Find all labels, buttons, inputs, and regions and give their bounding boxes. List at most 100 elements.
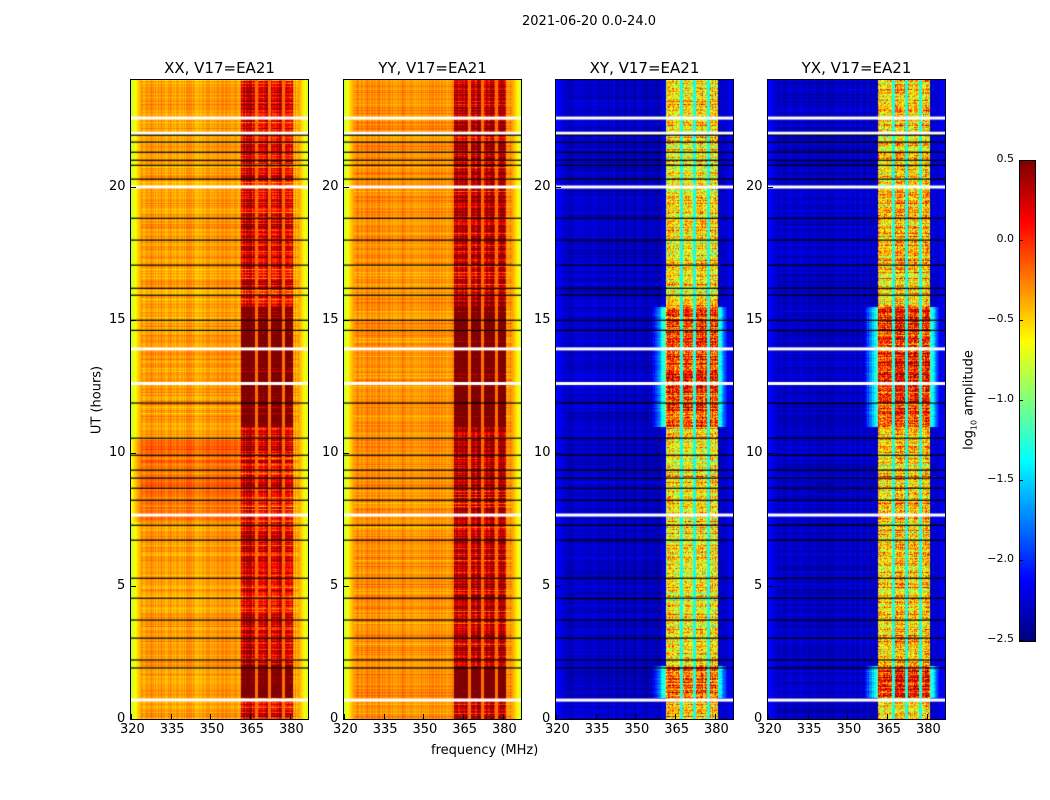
panel-title: YX, V17=EA21 bbox=[801, 59, 912, 77]
heatmap-0 bbox=[130, 79, 309, 720]
y-tick-label: 15 bbox=[534, 311, 551, 327]
x-axis-label: frequency (MHz) bbox=[431, 743, 539, 758]
x-tick-label: 380 bbox=[278, 722, 304, 737]
x-tick bbox=[807, 714, 809, 719]
x-tick bbox=[714, 714, 716, 719]
y-tick bbox=[131, 186, 136, 188]
figure-title: 2021-06-20 0.0-24.0 bbox=[522, 14, 656, 29]
x-tick-label: 365 bbox=[876, 722, 902, 737]
y-tick-label: 0 bbox=[330, 711, 339, 726]
y-tick-label: 0 bbox=[542, 711, 551, 726]
x-tick-label: 350 bbox=[624, 722, 650, 737]
x-tick-label: 320 bbox=[757, 722, 782, 737]
x-tick bbox=[556, 714, 557, 719]
colorbar-tick bbox=[1019, 320, 1023, 321]
x-tick-label: 320 bbox=[545, 722, 570, 737]
y-tick-label: 20 bbox=[322, 178, 339, 194]
x-tick bbox=[768, 714, 769, 719]
colorbar-label-sub: 10 bbox=[969, 419, 979, 431]
y-tick bbox=[768, 585, 773, 587]
y-tick-label: 15 bbox=[322, 311, 339, 327]
heatmap-3 bbox=[767, 79, 946, 720]
y-tick-label: 5 bbox=[542, 577, 551, 593]
x-tick bbox=[926, 714, 928, 719]
colorbar-tick-label: 0.0 bbox=[996, 232, 1015, 245]
x-tick-label: 365 bbox=[664, 722, 690, 737]
x-tick-label: 335 bbox=[372, 722, 398, 737]
y-tick bbox=[556, 452, 561, 454]
x-tick bbox=[595, 714, 597, 719]
x-tick-label: 335 bbox=[584, 722, 610, 737]
y-tick-label: 10 bbox=[746, 444, 763, 460]
y-tick bbox=[344, 585, 349, 587]
colorbar-tick bbox=[1019, 640, 1023, 641]
x-tick bbox=[170, 714, 172, 719]
y-tick bbox=[344, 319, 349, 321]
x-tick-label: 320 bbox=[120, 722, 145, 737]
x-tick bbox=[502, 714, 504, 719]
panel-title: XY, V17=EA21 bbox=[589, 59, 700, 77]
y-tick bbox=[556, 319, 561, 321]
x-tick-label: 380 bbox=[915, 722, 941, 737]
colorbar-tick-label: −0.5 bbox=[987, 312, 1014, 325]
x-tick bbox=[423, 714, 425, 719]
y-tick-label: 10 bbox=[534, 444, 551, 460]
x-tick bbox=[675, 714, 677, 719]
y-tick bbox=[768, 319, 773, 321]
colorbar-tick bbox=[1019, 400, 1023, 401]
colorbar-label-main: log bbox=[961, 430, 977, 450]
y-tick bbox=[131, 452, 136, 454]
x-tick-label: 380 bbox=[703, 722, 729, 737]
heatmap-1 bbox=[343, 79, 522, 720]
y-tick bbox=[131, 719, 136, 720]
x-tick-label: 350 bbox=[199, 722, 225, 737]
x-tick bbox=[131, 714, 132, 719]
colorbar-tick-label: −1.0 bbox=[987, 392, 1014, 405]
colorbar-tick-label: 0.5 bbox=[996, 152, 1015, 165]
y-tick-label: 0 bbox=[117, 711, 126, 726]
y-tick-label: 0 bbox=[754, 711, 763, 726]
x-tick bbox=[210, 714, 212, 719]
colorbar-label-rest: amplitude bbox=[961, 350, 977, 420]
y-tick-label: 20 bbox=[534, 178, 551, 194]
y-tick bbox=[768, 452, 773, 454]
x-tick-label: 350 bbox=[412, 722, 438, 737]
x-tick-label: 335 bbox=[159, 722, 185, 737]
y-tick bbox=[556, 186, 561, 188]
x-tick bbox=[383, 714, 385, 719]
y-tick-label: 15 bbox=[746, 311, 763, 327]
y-tick bbox=[344, 452, 349, 454]
x-tick-label: 350 bbox=[836, 722, 862, 737]
x-tick-label: 335 bbox=[796, 722, 822, 737]
y-tick-label: 5 bbox=[117, 577, 126, 593]
y-axis-label: UT (hours) bbox=[89, 365, 105, 435]
x-tick-label: 380 bbox=[491, 722, 517, 737]
x-tick bbox=[289, 714, 291, 719]
x-tick-label: 365 bbox=[239, 722, 265, 737]
colorbar-tick-label: −2.5 bbox=[987, 632, 1014, 645]
y-tick bbox=[344, 186, 349, 188]
y-tick-label: 10 bbox=[322, 444, 339, 460]
y-tick-label: 20 bbox=[109, 178, 126, 194]
x-tick bbox=[847, 714, 849, 719]
colorbar-tick bbox=[1019, 160, 1023, 161]
colorbar-tick-label: −2.0 bbox=[987, 552, 1014, 565]
panel-title: XX, V17=EA21 bbox=[164, 59, 275, 77]
x-tick-label: 365 bbox=[452, 722, 478, 737]
y-tick bbox=[768, 186, 773, 188]
y-tick-label: 5 bbox=[330, 577, 339, 593]
colorbar-tick bbox=[1019, 480, 1023, 481]
x-tick bbox=[344, 714, 345, 719]
colorbar-label: log10 amplitude bbox=[962, 350, 979, 450]
y-tick-label: 5 bbox=[754, 577, 763, 593]
x-tick bbox=[250, 714, 252, 719]
x-tick bbox=[635, 714, 637, 719]
y-tick bbox=[556, 719, 561, 720]
colorbar bbox=[1019, 160, 1036, 642]
y-tick bbox=[344, 719, 349, 720]
y-tick-label: 15 bbox=[109, 311, 126, 327]
y-tick bbox=[556, 585, 561, 587]
heatmap-2 bbox=[555, 79, 734, 720]
x-tick bbox=[463, 714, 465, 719]
